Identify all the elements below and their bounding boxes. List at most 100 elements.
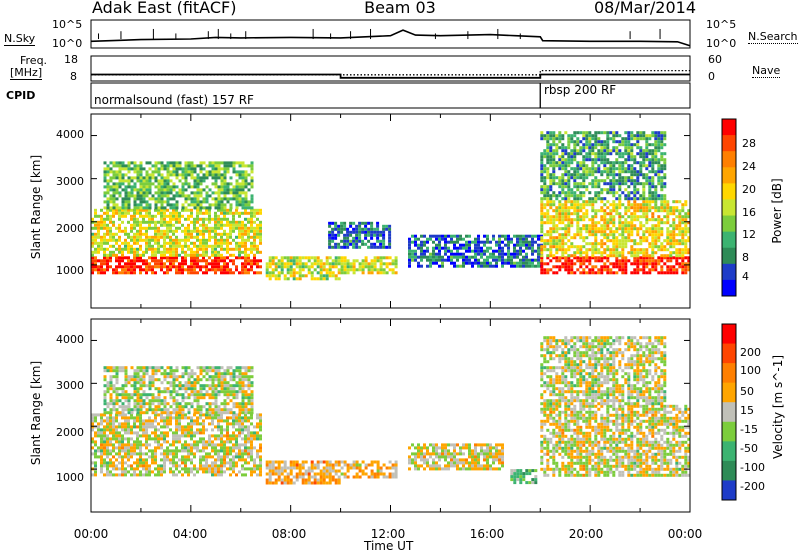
power-cell xyxy=(253,253,256,257)
power-cell xyxy=(223,268,226,272)
velocity-cell xyxy=(106,402,110,406)
velocity-cell xyxy=(115,396,119,400)
velocity-cell xyxy=(142,381,146,385)
power-cell xyxy=(657,233,661,237)
power-cell xyxy=(621,143,625,147)
power-cell xyxy=(154,176,158,180)
power-cell xyxy=(600,265,604,269)
power-cell xyxy=(121,164,125,168)
velocity-cell xyxy=(235,413,238,417)
velocity-cell xyxy=(103,446,106,450)
power-cell xyxy=(588,218,592,222)
power-cell xyxy=(486,255,489,259)
power-cell xyxy=(429,264,432,268)
power-cell xyxy=(648,259,652,263)
velocity-cell xyxy=(139,384,143,388)
power-cell xyxy=(364,259,368,263)
power-cell xyxy=(555,164,559,168)
power-cell xyxy=(343,271,347,275)
velocity-cell xyxy=(94,434,97,438)
power-cell xyxy=(408,258,411,262)
velocity-cell xyxy=(232,416,235,420)
power-cell xyxy=(609,182,613,186)
power-cell xyxy=(127,268,130,272)
power-cell xyxy=(91,265,94,269)
power-region-5 xyxy=(328,221,392,249)
power-cell xyxy=(423,249,426,253)
power-cell xyxy=(633,268,637,272)
power-cell xyxy=(552,221,556,225)
power-cell xyxy=(678,251,682,255)
velocity-cell xyxy=(157,446,160,450)
velocity-cell xyxy=(232,446,235,450)
power-cell xyxy=(145,238,148,242)
velocity-cell xyxy=(109,425,112,429)
power-cell xyxy=(603,233,607,237)
velocity-cell xyxy=(124,443,127,447)
power-cell xyxy=(438,246,441,250)
power-cell xyxy=(304,256,308,260)
power-cell xyxy=(238,241,241,245)
power-cell xyxy=(181,268,184,272)
power-cell xyxy=(678,221,682,225)
power-cell xyxy=(379,233,383,237)
power-cell xyxy=(130,244,133,248)
power-cell xyxy=(94,220,97,224)
power-cell xyxy=(154,208,157,212)
velocity-cell xyxy=(133,393,137,397)
power-cell xyxy=(163,235,166,239)
power-cell xyxy=(465,258,468,262)
power-cell xyxy=(621,167,625,171)
power-cell xyxy=(133,253,136,257)
power-cell xyxy=(654,239,658,243)
power-cell xyxy=(513,249,516,253)
velocity-cell xyxy=(172,473,175,477)
power-cell xyxy=(630,245,634,249)
power-cell xyxy=(214,167,218,171)
velocity-cell xyxy=(220,470,223,474)
power-cell xyxy=(124,247,127,251)
power-cell xyxy=(627,215,631,219)
power-cell xyxy=(127,244,130,248)
power-cell xyxy=(681,227,685,231)
power-cell xyxy=(190,208,193,212)
velocity-cell xyxy=(238,446,241,450)
power-cell xyxy=(615,212,619,216)
power-cell xyxy=(663,262,667,266)
power-cell xyxy=(438,258,441,262)
power-cell xyxy=(516,234,519,238)
power-cell xyxy=(340,271,344,275)
power-cell xyxy=(220,191,224,195)
power-cell xyxy=(217,194,221,198)
power-cell xyxy=(163,232,166,236)
power-cell xyxy=(627,233,631,237)
power-cell xyxy=(319,274,323,278)
velocity-cell xyxy=(115,366,119,370)
power-cell xyxy=(654,218,658,222)
power-cell xyxy=(106,226,109,230)
power-cell xyxy=(426,237,429,241)
power-cell xyxy=(525,252,528,256)
power-cell xyxy=(423,240,426,244)
power-cell xyxy=(630,230,634,234)
power-cell xyxy=(112,214,115,218)
power-cell xyxy=(561,143,565,147)
power-cell xyxy=(663,176,667,180)
power-cell xyxy=(193,164,197,168)
power-cell xyxy=(187,229,190,233)
power-cell xyxy=(199,164,203,168)
power-cell xyxy=(142,220,145,224)
power-cell xyxy=(669,254,673,258)
power-cell xyxy=(265,265,269,269)
power-cell xyxy=(205,208,208,212)
power-cell xyxy=(684,251,688,255)
power-cell xyxy=(334,256,338,260)
power-cell xyxy=(199,167,203,171)
power-cell xyxy=(618,251,622,255)
power-cell xyxy=(570,200,574,204)
power-cell xyxy=(154,214,157,218)
power-cell xyxy=(645,173,649,177)
velocity-cell xyxy=(151,461,154,465)
power-cell xyxy=(588,200,592,204)
power-cell xyxy=(184,256,187,260)
